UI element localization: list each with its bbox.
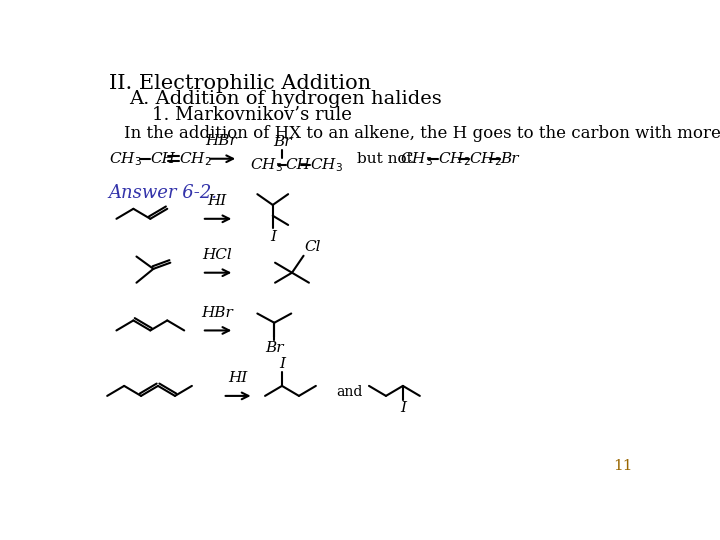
Text: CH$_2$: CH$_2$ <box>438 150 471 167</box>
Text: HI: HI <box>228 371 248 385</box>
Text: CH$_2$: CH$_2$ <box>179 150 212 167</box>
Text: In the addition of HX to an alkene, the H goes to the carbon with more H’s.: In the addition of HX to an alkene, the … <box>124 125 720 142</box>
Text: CH: CH <box>286 158 311 172</box>
Text: I: I <box>270 230 276 244</box>
Text: Cl: Cl <box>305 240 321 254</box>
Text: and: and <box>337 385 363 399</box>
Text: CH$_2$: CH$_2$ <box>469 150 502 167</box>
Text: CH$_3$: CH$_3$ <box>250 156 283 174</box>
Text: HBr: HBr <box>205 134 237 148</box>
Text: HI: HI <box>207 194 227 208</box>
Text: Br: Br <box>500 152 518 166</box>
Text: I: I <box>279 357 285 372</box>
Text: CH: CH <box>150 152 175 166</box>
Text: Br: Br <box>265 341 284 355</box>
Text: CH$_3$: CH$_3$ <box>310 156 343 174</box>
Text: Br: Br <box>273 135 291 148</box>
Text: HCl: HCl <box>202 248 232 262</box>
Text: CH$_3$: CH$_3$ <box>109 150 142 167</box>
Text: 1. Markovnikov’s rule: 1. Markovnikov’s rule <box>152 106 352 124</box>
Text: II. Electrophilic Addition: II. Electrophilic Addition <box>109 74 371 93</box>
Text: but not: but not <box>357 152 413 166</box>
Text: 11: 11 <box>613 459 632 473</box>
Text: I: I <box>400 401 406 415</box>
Text: HBr: HBr <box>202 306 233 320</box>
Text: Answer 6-2.: Answer 6-2. <box>109 184 218 202</box>
Text: A. Addition of hydrogen halides: A. Addition of hydrogen halides <box>129 90 441 108</box>
Text: CH$_3$: CH$_3$ <box>400 150 433 167</box>
